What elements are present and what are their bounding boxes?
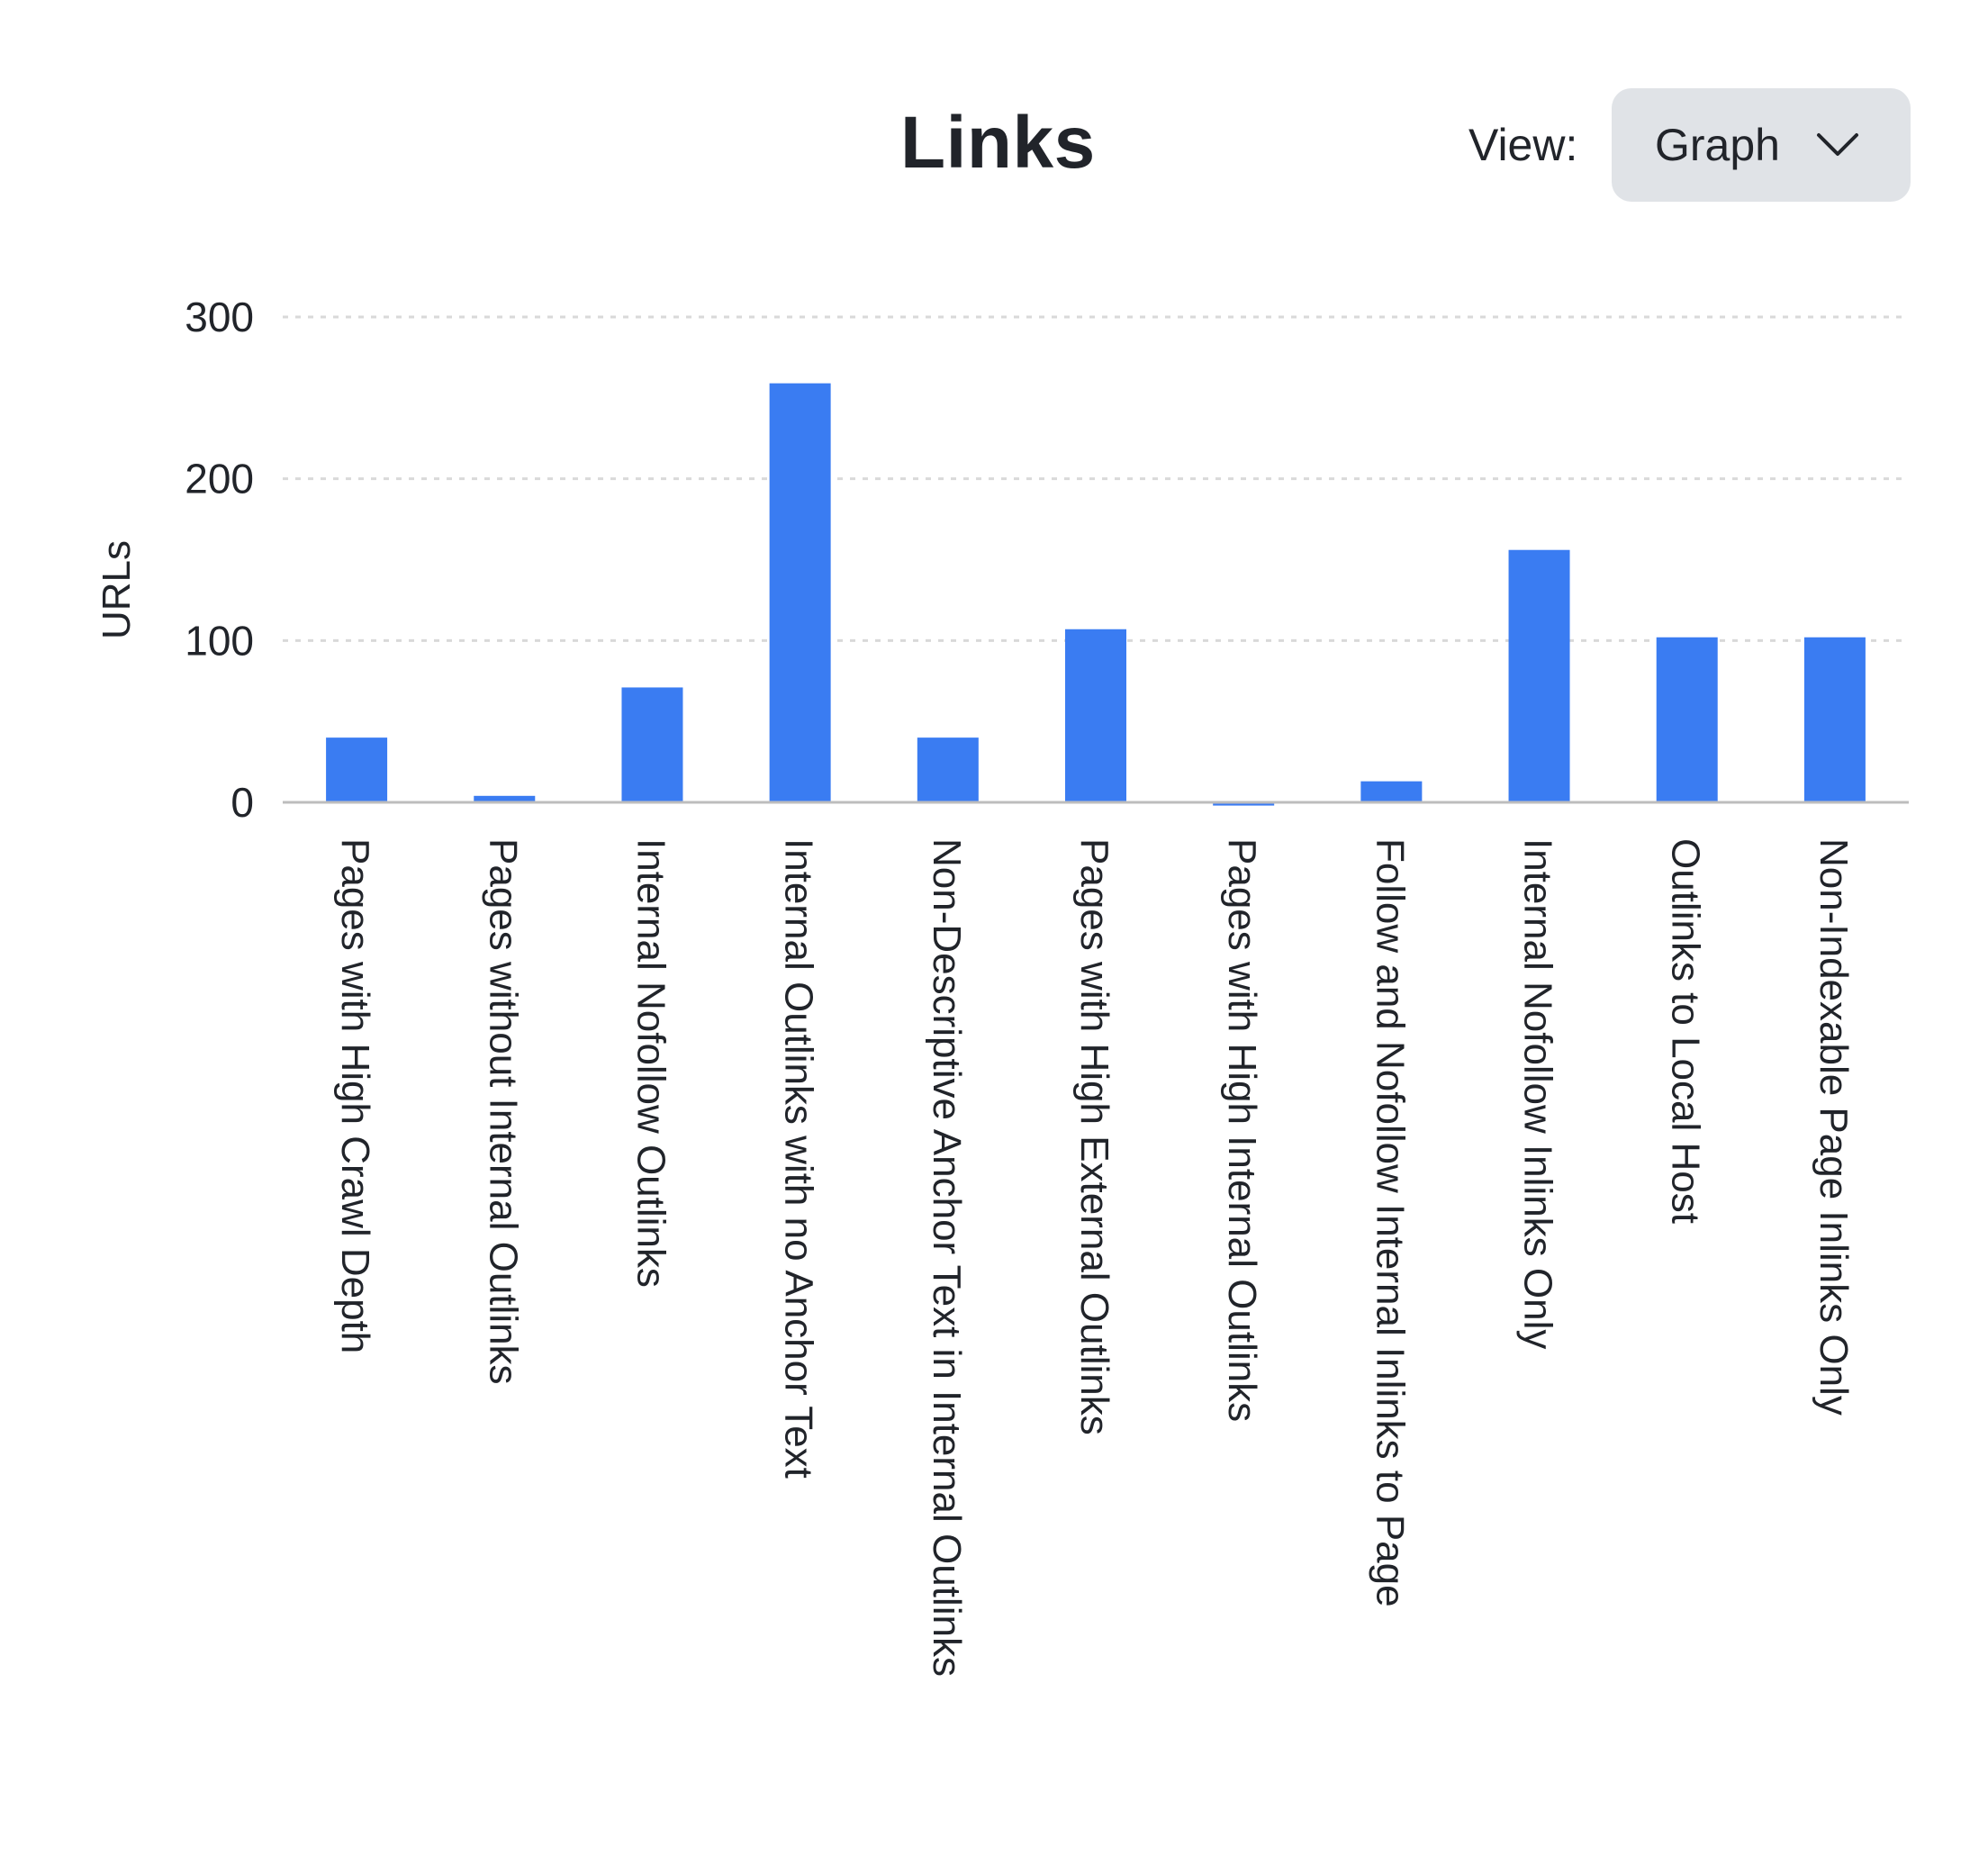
view-select[interactable]: Graph xyxy=(1612,88,1911,202)
x-tick-label: Non-Indexable Page Inlinks Only xyxy=(1812,838,1856,1416)
bar[interactable] xyxy=(1213,802,1275,806)
bar[interactable] xyxy=(1803,637,1866,802)
x-tick-label: Pages with High Crawl Depth xyxy=(333,838,377,1353)
bar[interactable] xyxy=(474,795,536,802)
x-tick-label: Follow and Nofollow Internal Inlinks to … xyxy=(1368,838,1412,1607)
x-axis-labels: Pages with High Crawl Depth Pages without… xyxy=(333,838,1856,1677)
bar[interactable] xyxy=(769,383,831,802)
x-tick-label: Pages without Internal Outlinks xyxy=(481,838,525,1385)
view-select-value: Graph xyxy=(1655,120,1780,170)
bar[interactable] xyxy=(1360,781,1423,802)
x-tick-label: Pages with High Internal Outlinks xyxy=(1220,838,1264,1422)
bar[interactable] xyxy=(621,687,683,802)
bar[interactable] xyxy=(1656,637,1718,802)
y-axis-ticks: 0 100 200 300 xyxy=(185,294,254,826)
x-tick-label: Non-Descriptive Anchor Text in Internal … xyxy=(925,838,969,1677)
bar[interactable] xyxy=(917,737,979,802)
gridlines xyxy=(283,315,1909,642)
bar[interactable] xyxy=(1508,549,1570,802)
bar[interactable] xyxy=(326,737,388,802)
y-axis-title: URLs xyxy=(95,540,139,639)
x-tick-label: Internal Outlinks with no Anchor Text xyxy=(777,838,821,1479)
x-tick-label: Pages with High External Outlinks xyxy=(1072,838,1116,1435)
chevron-down-icon xyxy=(1817,133,1858,156)
y-tick-label: 200 xyxy=(185,456,254,502)
bar[interactable] xyxy=(1065,629,1126,802)
y-tick-label: 300 xyxy=(185,294,254,340)
y-tick-label: 100 xyxy=(185,617,254,664)
x-tick-label: Internal Nofollow Outlinks xyxy=(628,838,673,1288)
bars xyxy=(326,383,1866,806)
y-tick-label: 0 xyxy=(230,779,254,826)
x-tick-label: Outlinks to Local Host xyxy=(1664,838,1708,1224)
view-label: View: xyxy=(1468,120,1578,170)
x-tick-label: Internal Nofollow Inlinks Only xyxy=(1516,838,1560,1349)
chart-title: Links xyxy=(900,102,1096,184)
